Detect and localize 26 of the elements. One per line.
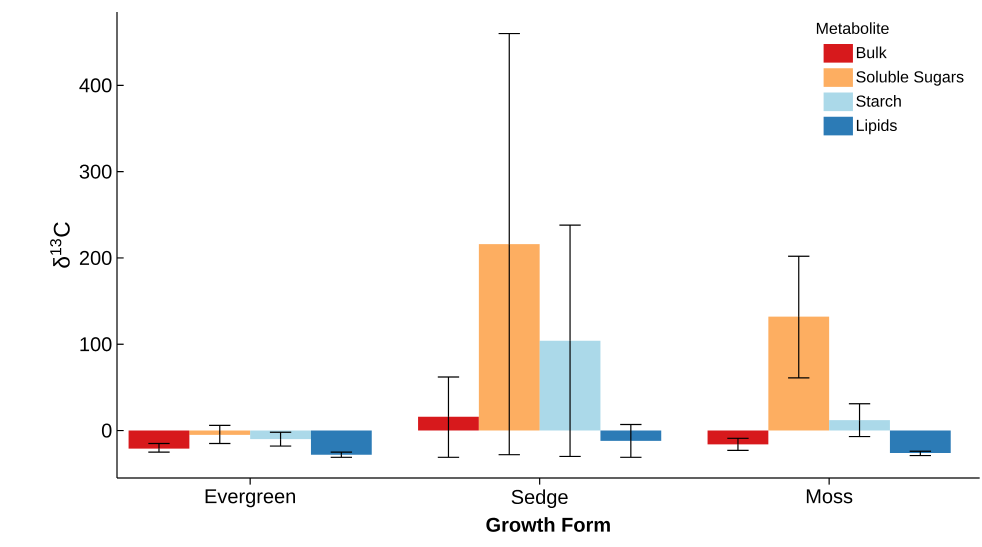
legend-label: Bulk [856,46,887,58]
x-axis-title: Growth Form [486,517,610,532]
bar [250,430,311,440]
y-tick-label: 200 [80,250,112,266]
legend-title: Metabolite [816,22,889,34]
bar [418,416,479,431]
x-tick-label: Sedge [512,489,568,508]
bar [829,420,890,431]
bar [890,430,951,453]
x-tick-label: Evergreen [206,489,295,508]
x-tick-label: Moss [806,489,852,504]
y-tick-label: 400 [79,78,112,92]
legend-label: Starch [856,95,901,107]
bar [708,430,768,444]
bar [128,430,190,449]
legend-label: Soluble Sugars [856,70,964,86]
y-axis-title: δ$^{13}$C [50,222,70,268]
legend-label: Lipids [856,119,897,134]
bar [478,244,540,431]
y-tick-label: 0 [102,423,112,438]
y-tick-label: 100 [80,337,112,352]
bar [310,430,372,455]
y-tick-label: 300 [80,164,112,179]
bar [600,430,662,441]
bar [189,430,250,435]
bar [540,340,600,431]
